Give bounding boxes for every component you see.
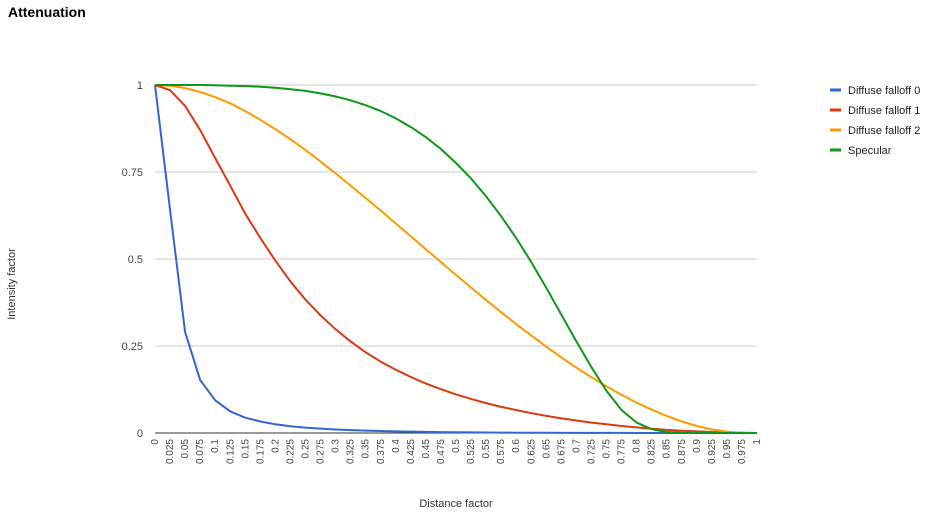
x-tick-label: 0.5: [451, 439, 462, 453]
x-tick-label: 0.55: [481, 439, 492, 459]
legend[interactable]: Diffuse falloff 0 Diffuse falloff 1 Diffus…: [830, 85, 920, 157]
chart-title: Attenuation: [8, 4, 86, 20]
series-lines: [154, 84, 758, 434]
y-axis-label: Intensity factor: [6, 248, 18, 320]
y-tick-label: 1: [137, 80, 143, 92]
y-axis-ticks: 0 0.25 0.5 0.75 1: [122, 80, 143, 440]
x-tick-label: 0.425: [406, 439, 417, 464]
x-tick-label: 0.125: [225, 439, 236, 464]
x-tick-label: 0.575: [496, 439, 507, 464]
grid-lines: [155, 84, 757, 434]
x-tick-label: 0.4: [391, 439, 402, 453]
legend-item[interactable]: Diffuse falloff 0: [830, 85, 920, 97]
x-tick-label: 0.225: [285, 439, 296, 464]
x-tick-label: 0.95: [722, 439, 733, 459]
x-tick-label: 0.075: [195, 439, 206, 464]
legend-item[interactable]: Specular: [830, 145, 892, 157]
x-tick-label: 0.175: [255, 439, 266, 464]
x-tick-label: 0.3: [331, 439, 342, 453]
y-tick-label: 0.5: [128, 254, 143, 266]
x-tick-label: 0.75: [602, 439, 613, 459]
legend-label: Diffuse falloff 1: [848, 105, 920, 117]
x-tick-label: 0.2: [270, 439, 281, 453]
x-tick-label: 0.275: [316, 439, 327, 464]
x-tick-label: 0.675: [556, 439, 567, 464]
legend-item[interactable]: Diffuse falloff 1: [830, 105, 920, 117]
x-tick-label: 0.875: [677, 439, 688, 464]
x-axis-label: Distance factor: [419, 498, 493, 510]
legend-item[interactable]: Diffuse falloff 2: [830, 125, 920, 137]
x-tick-label: 0.6: [511, 439, 522, 453]
x-tick-label: 0.85: [662, 439, 673, 459]
x-tick-label: 0.25: [301, 439, 312, 459]
series-line[interactable]: [155, 84, 757, 434]
x-tick-label: 0.625: [526, 439, 537, 464]
x-tick-label: 0.15: [240, 439, 251, 459]
series-line[interactable]: [154, 84, 758, 434]
x-tick-label: 0.35: [361, 439, 372, 459]
x-tick-label: 0.025: [165, 439, 176, 464]
x-tick-label: 0.325: [346, 439, 357, 464]
legend-label: Diffuse falloff 0: [848, 85, 920, 97]
x-tick-label: 0.825: [647, 439, 658, 464]
x-tick-label: 0.45: [421, 439, 432, 459]
x-tick-label: 0.7: [571, 439, 582, 453]
x-tick-label: 1: [752, 439, 763, 445]
x-tick-label: 0.475: [436, 439, 447, 464]
x-tick-label: 0.725: [586, 439, 597, 464]
x-tick-label: 0.65: [541, 439, 552, 459]
legend-label: Diffuse falloff 2: [848, 125, 920, 137]
x-tick-label: 0.8: [632, 439, 643, 453]
x-tick-label: 0.775: [617, 439, 628, 464]
x-tick-label: 0.9: [692, 439, 703, 453]
x-axis-ticks: 0 0.025 0.05 0.075 0.1 0.125 0.15 0.175 0.2 0.225…: [150, 439, 763, 464]
y-tick-label: 0.25: [122, 341, 143, 353]
x-tick-label: 0.1: [210, 439, 221, 453]
x-tick-label: 0.525: [466, 439, 477, 464]
x-tick-label: 0.05: [180, 439, 191, 459]
y-tick-label: 0.75: [122, 167, 143, 179]
x-tick-label: 0.375: [376, 439, 387, 464]
x-tick-label: 0: [150, 439, 161, 445]
x-tick-label: 0.925: [707, 439, 718, 464]
legend-label: Specular: [848, 145, 892, 157]
series-line[interactable]: [154, 84, 757, 434]
y-tick-label: 0: [137, 428, 143, 440]
x-tick-label: 0.975: [737, 439, 748, 464]
